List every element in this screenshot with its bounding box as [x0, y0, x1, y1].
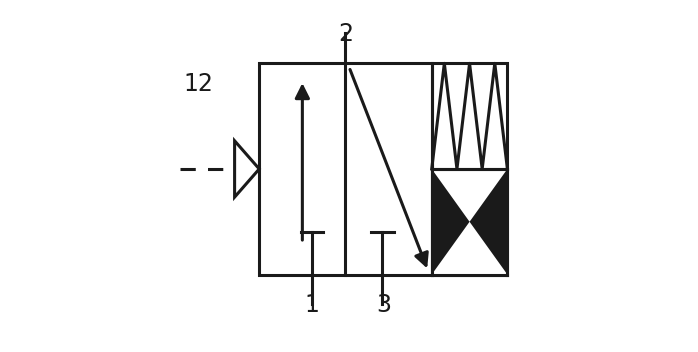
Polygon shape: [235, 141, 259, 197]
Text: 1: 1: [304, 293, 320, 317]
Polygon shape: [432, 222, 507, 275]
Text: 12: 12: [184, 73, 214, 96]
Polygon shape: [432, 169, 507, 222]
Polygon shape: [432, 169, 507, 275]
Text: 3: 3: [377, 293, 392, 317]
Text: 2: 2: [338, 22, 353, 46]
